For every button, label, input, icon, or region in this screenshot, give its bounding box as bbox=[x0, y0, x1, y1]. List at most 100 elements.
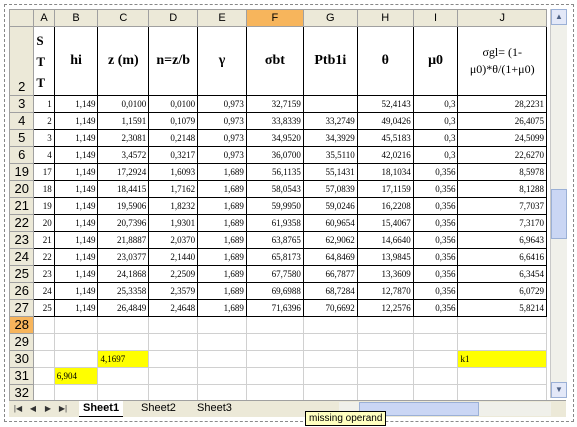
cell-a[interactable]: 20 bbox=[33, 214, 55, 232]
cell-h[interactable]: 49,0426 bbox=[356, 112, 414, 130]
cell-j[interactable]: 6,3454 bbox=[457, 265, 547, 283]
cell-i[interactable]: 0,356 bbox=[412, 214, 459, 232]
cell[interactable] bbox=[457, 367, 547, 385]
cell-j[interactable]: 7,7037 bbox=[457, 197, 547, 215]
cell-e[interactable]: 1,689 bbox=[197, 299, 247, 317]
cell[interactable] bbox=[97, 316, 150, 334]
cell-c[interactable]: 18,4415 bbox=[97, 180, 150, 198]
cell-g[interactable]: 55,1431 bbox=[302, 163, 358, 181]
cell-f[interactable]: 34,9520 bbox=[245, 129, 304, 147]
scrollbar-thumb[interactable] bbox=[551, 189, 567, 239]
cell-d[interactable]: 2,3579 bbox=[148, 282, 199, 300]
active-cell[interactable] bbox=[245, 316, 304, 334]
horizontal-scrollbar[interactable] bbox=[339, 402, 551, 416]
cell[interactable] bbox=[356, 333, 414, 351]
cell-e[interactable]: 1,689 bbox=[197, 214, 247, 232]
row-header[interactable]: 29 bbox=[8, 333, 35, 351]
cell[interactable] bbox=[33, 333, 55, 351]
cell[interactable] bbox=[245, 367, 304, 385]
cell-c[interactable]: 3,4572 bbox=[97, 146, 150, 164]
row-header[interactable]: 2 bbox=[8, 26, 35, 96]
cell-e[interactable]: 1,689 bbox=[197, 282, 247, 300]
cell[interactable] bbox=[412, 350, 459, 368]
cell-h[interactable]: 18,1034 bbox=[356, 163, 414, 181]
cell-a[interactable]: 17 bbox=[33, 163, 55, 181]
cell-i[interactable]: 0,356 bbox=[412, 299, 459, 317]
cell-h[interactable]: 16,2208 bbox=[356, 197, 414, 215]
cell[interactable] bbox=[148, 316, 199, 334]
row-header[interactable]: 32 bbox=[8, 384, 35, 402]
cell-d[interactable]: 1,9301 bbox=[148, 214, 199, 232]
row-header[interactable]: 22 bbox=[8, 214, 35, 232]
row-header[interactable]: 19 bbox=[8, 163, 35, 181]
cell-i[interactable]: 0,356 bbox=[412, 180, 459, 198]
cell-i[interactable]: 0,356 bbox=[412, 248, 459, 266]
cell[interactable] bbox=[302, 367, 358, 385]
cell-c[interactable]: 21,8887 bbox=[97, 231, 150, 249]
cell-b[interactable]: 1,149 bbox=[53, 95, 99, 113]
cell-g[interactable]: 70,6692 bbox=[302, 299, 358, 317]
row-header[interactable]: 6 bbox=[8, 146, 35, 164]
cell[interactable] bbox=[412, 384, 459, 402]
cell-j[interactable]: 6,6416 bbox=[457, 248, 547, 266]
column-header-h[interactable]: H bbox=[356, 9, 414, 27]
cell[interactable] bbox=[302, 350, 358, 368]
cell[interactable] bbox=[53, 333, 99, 351]
row-header[interactable]: 3 bbox=[8, 95, 35, 113]
cell-f[interactable]: 71,6396 bbox=[245, 299, 304, 317]
cell[interactable] bbox=[245, 384, 304, 402]
cell[interactable] bbox=[457, 333, 547, 351]
cell[interactable] bbox=[412, 316, 459, 334]
cell[interactable] bbox=[148, 384, 199, 402]
cell-b[interactable]: 1,149 bbox=[53, 282, 99, 300]
cell[interactable] bbox=[97, 333, 150, 351]
cell-b[interactable]: 1,149 bbox=[53, 197, 99, 215]
cell-a[interactable]: 25 bbox=[33, 299, 55, 317]
scroll-up-icon[interactable]: ▲ bbox=[551, 9, 567, 25]
cell-c[interactable]: 20,7396 bbox=[97, 214, 150, 232]
cell-h[interactable]: 52,4143 bbox=[356, 95, 414, 113]
cell-e[interactable]: 1,689 bbox=[197, 265, 247, 283]
tab-sheet2[interactable]: Sheet2 bbox=[141, 402, 176, 414]
row-header[interactable]: 5 bbox=[8, 129, 35, 147]
cell-i[interactable]: 0,356 bbox=[412, 265, 459, 283]
header-gamma[interactable]: γ bbox=[197, 26, 247, 96]
column-header-f[interactable]: F bbox=[245, 9, 304, 27]
column-header-a[interactable]: A bbox=[33, 9, 55, 27]
cell[interactable] bbox=[356, 350, 414, 368]
cell-f[interactable]: 33,8339 bbox=[245, 112, 304, 130]
cell[interactable] bbox=[97, 367, 150, 385]
row-header[interactable]: 26 bbox=[8, 282, 35, 300]
cell-b[interactable]: 1,149 bbox=[53, 180, 99, 198]
cell-g[interactable]: 60,9654 bbox=[302, 214, 358, 232]
cell-b[interactable]: 1,149 bbox=[53, 265, 99, 283]
cell[interactable] bbox=[148, 333, 199, 351]
row-header[interactable]: 28 bbox=[8, 316, 35, 334]
cell-c[interactable]: 2,3081 bbox=[97, 129, 150, 147]
tab-sheet1[interactable]: Sheet1 bbox=[79, 401, 124, 417]
column-header-d[interactable]: D bbox=[148, 9, 199, 27]
highlighted-cell-b31[interactable]: 6,904 bbox=[53, 367, 99, 385]
first-sheet-icon[interactable]: |◀ bbox=[13, 404, 23, 413]
cell-d[interactable]: 0,3217 bbox=[148, 146, 199, 164]
cell[interactable] bbox=[197, 384, 247, 402]
cell[interactable] bbox=[53, 384, 99, 402]
cell-b[interactable]: 1,149 bbox=[53, 129, 99, 147]
cell-f[interactable]: 63,8765 bbox=[245, 231, 304, 249]
cell-f[interactable]: 56,1135 bbox=[245, 163, 304, 181]
cell-a[interactable]: 19 bbox=[33, 197, 55, 215]
cell-b[interactable]: 1,149 bbox=[53, 231, 99, 249]
cell-e[interactable]: 1,689 bbox=[197, 248, 247, 266]
cell[interactable] bbox=[302, 333, 358, 351]
prev-sheet-icon[interactable]: ◀ bbox=[29, 404, 37, 413]
cell-b[interactable]: 1,149 bbox=[53, 248, 99, 266]
cell-d[interactable]: 1,7162 bbox=[148, 180, 199, 198]
cell-d[interactable]: 2,2509 bbox=[148, 265, 199, 283]
cell[interactable] bbox=[97, 384, 150, 402]
cell-a[interactable]: 21 bbox=[33, 231, 55, 249]
cell[interactable] bbox=[356, 367, 414, 385]
column-header-j[interactable]: J bbox=[457, 9, 547, 27]
last-sheet-icon[interactable]: ▶| bbox=[58, 404, 68, 413]
cell-j[interactable]: 6,9643 bbox=[457, 231, 547, 249]
header-theta[interactable]: θ bbox=[356, 26, 414, 96]
